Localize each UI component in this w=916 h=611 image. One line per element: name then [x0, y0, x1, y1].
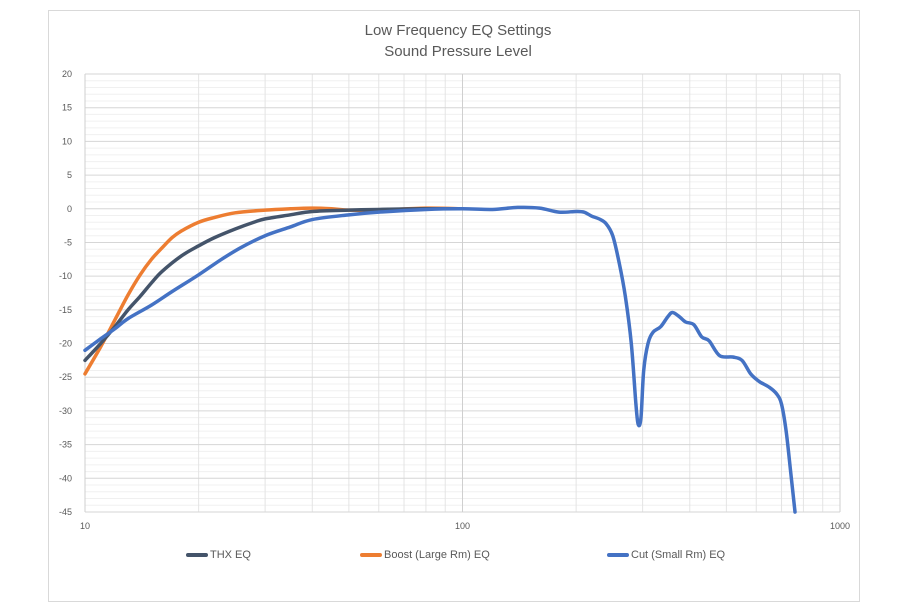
y-tick-label: -35 — [59, 440, 72, 450]
y-tick-label: -15 — [59, 305, 72, 315]
legend-item-thx-eq: THX EQ — [186, 549, 251, 561]
chart-frame — [48, 10, 860, 602]
series-lines — [83, 205, 797, 514]
y-tick-label: 15 — [62, 103, 72, 113]
x-tick-label: 10 — [80, 521, 90, 531]
legend-item-boost-eq: Boost (Large Rm) EQ — [360, 549, 490, 561]
y-tick-label: -5 — [64, 237, 72, 247]
y-tick-label: -45 — [59, 507, 72, 517]
legend-swatch-boost-eq — [360, 553, 382, 557]
legend-label-thx-eq: THX EQ — [210, 549, 251, 561]
legend-swatch-cut-eq — [607, 553, 629, 557]
legend-item-cut-eq: Cut (Small Rm) EQ — [607, 549, 725, 561]
y-tick-label: -20 — [59, 339, 72, 349]
chart-subtitle: Sound Pressure Level — [384, 43, 532, 60]
y-tick-label: -40 — [59, 473, 72, 483]
y-tick-label: -10 — [59, 271, 72, 281]
legend-swatch-thx-eq — [186, 553, 208, 557]
y-tick-label: 0 — [67, 204, 72, 214]
y-tick-label: 10 — [62, 136, 72, 146]
chart-title: Low Frequency EQ Settings — [364, 22, 552, 39]
y-tick-label: -30 — [59, 406, 72, 416]
x-axis-tick-labels: 10 100 1000 — [80, 521, 850, 531]
y-tick-label: 20 — [62, 69, 72, 79]
legend-label-cut-eq: Cut (Small Rm) EQ — [631, 549, 726, 561]
major-gridlines — [84, 73, 841, 513]
y-axis-tick-labels: 20 15 10 5 0 -5 -10 -15 -20 -25 -30 -35 -40 -45 — [59, 69, 72, 517]
legend-label-boost-eq: Boost (Large Rm) EQ — [384, 549, 490, 561]
legend: THX EQ Boost (Large Rm) EQ Cut (Small Rm… — [0, 549, 916, 569]
series-line-cut-eq — [83, 205, 797, 514]
x-tick-label: 100 — [455, 521, 470, 531]
x-tick-label: 1000 — [830, 521, 850, 531]
y-tick-label: 5 — [67, 170, 72, 180]
y-tick-label: -25 — [59, 372, 72, 382]
series-line-thx-eq — [83, 206, 465, 363]
